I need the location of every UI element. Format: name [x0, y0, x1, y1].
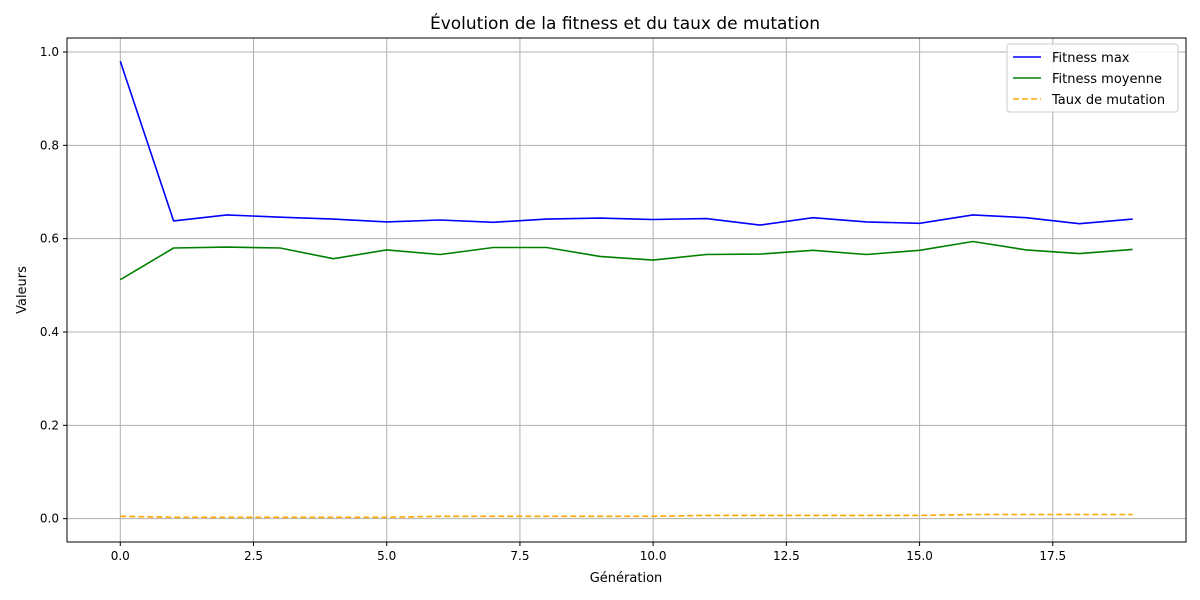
axis-ticks: 0.0 2.5 5.0 7.5 10.0 12.5 15.0 17.5 0.0 0.2 0.4 0.6… — [40, 45, 1066, 563]
legend-label: Fitness moyenne — [1052, 72, 1162, 87]
x-tick-label: 17.5 — [1039, 549, 1066, 563]
x-tick-label: 0.0 — [111, 549, 130, 563]
x-tick-label: 5.0 — [377, 549, 396, 563]
plot-frame — [66, 37, 1187, 543]
series-line-taux-de-mutation — [120, 513, 1133, 519]
chart-title: Évolution de la fitness et du taux de mu… — [430, 12, 820, 34]
series-line-fitness-moyenne — [119, 240, 1133, 281]
y-tick-label: 0.6 — [40, 232, 59, 246]
series-lines — [119, 61, 1133, 519]
y-tick-label: 1.0 — [40, 45, 59, 59]
x-tick-label: 15.0 — [906, 549, 933, 563]
x-tick-label: 10.0 — [640, 549, 667, 563]
y-tick-label: 0.0 — [40, 512, 59, 526]
y-axis-label: Valeurs — [15, 266, 30, 314]
legend-label: Taux de mutation — [1051, 93, 1165, 108]
legend: Fitness max Fitness moyenne Taux de mutati… — [1006, 43, 1179, 113]
legend-box — [1006, 43, 1179, 113]
x-tick-label: 12.5 — [773, 549, 800, 563]
legend-label: Fitness max — [1052, 51, 1130, 66]
y-tick-label: 0.8 — [40, 138, 59, 152]
series-line-fitness-max — [119, 61, 1133, 226]
y-tick-label: 0.4 — [40, 325, 59, 339]
x-tick-label: 2.5 — [244, 549, 263, 563]
x-axis-label: Génération — [590, 571, 663, 586]
y-tick-label: 0.2 — [40, 418, 59, 432]
grid — [67, 38, 1186, 542]
x-tick-label: 7.5 — [510, 549, 529, 563]
